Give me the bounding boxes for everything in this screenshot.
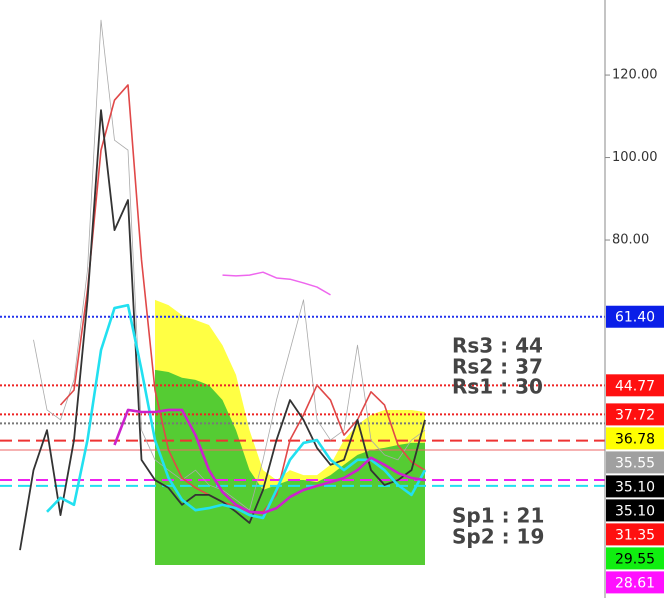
- price-tag-label: 35.55: [615, 455, 655, 471]
- price-tag: [606, 451, 664, 474]
- indicator-line: [46, 303, 427, 520]
- price-tag: [606, 475, 664, 498]
- price-tag: [606, 523, 664, 546]
- indicator-line: [33, 19, 426, 511]
- cloud-area: [155, 369, 425, 566]
- price-tag-label: 35.10: [615, 479, 655, 495]
- annotation: Rs1 : 30: [452, 375, 543, 399]
- y-tick-label: 100.00: [612, 150, 658, 165]
- annotation: Rs3 : 44: [452, 334, 543, 358]
- price-tag-label: 44.77: [615, 378, 655, 394]
- price-tag-label: 35.10: [615, 503, 655, 519]
- indicator-line: [19, 109, 426, 551]
- annotation: Rs2 : 37: [452, 355, 543, 379]
- price-tag-label: 37.72: [615, 407, 655, 423]
- price-tag: [606, 403, 664, 426]
- indicator-line: [113, 408, 426, 515]
- price-tag: [606, 547, 664, 570]
- price-tag-label: 28.61: [615, 575, 655, 591]
- price-tag: [606, 374, 664, 397]
- price-tag: [606, 427, 664, 450]
- price-tag-label: 29.55: [615, 551, 655, 567]
- y-tick-label: 120.00: [612, 68, 658, 83]
- plot-area: [0, 19, 605, 566]
- price-tag: [606, 305, 664, 328]
- y-tick-label: 80.00: [612, 233, 649, 248]
- indicator-line: [222, 271, 331, 296]
- price-tag-label: 61.40: [615, 310, 655, 326]
- annotation: Sp2 : 19: [452, 525, 544, 549]
- price-tag-label: 31.35: [615, 527, 655, 543]
- price-tag: [606, 499, 664, 522]
- price-tag: [606, 571, 664, 594]
- annotation: Sp1 : 21: [452, 504, 544, 528]
- price-tag-label: 36.78: [615, 431, 655, 447]
